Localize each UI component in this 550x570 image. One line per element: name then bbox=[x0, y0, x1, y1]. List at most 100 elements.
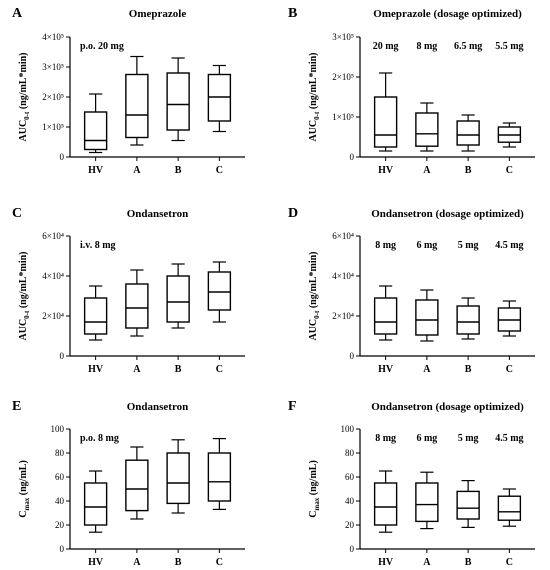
x-category-label: C bbox=[216, 364, 223, 375]
box-b bbox=[166, 57, 190, 142]
box-iqr bbox=[373, 297, 398, 335]
panel-label: C bbox=[12, 206, 22, 221]
panel-e: E Ondansetron 0 20 40 60 80 100 Cmax (ng/mL) p.o.… bbox=[12, 399, 245, 568]
box-hv bbox=[373, 72, 398, 152]
y-tick-label: 0 bbox=[60, 544, 65, 554]
y-tick-label: 1×10⁵ bbox=[42, 122, 64, 132]
box-hv bbox=[83, 470, 108, 533]
y-tick-label: 6×10⁴ bbox=[332, 231, 354, 241]
box-iqr bbox=[456, 305, 480, 335]
y-tick-label: 2×10⁵ bbox=[332, 72, 354, 82]
y-tick-label: 100 bbox=[51, 424, 65, 434]
y-axis-label: Cmax (ng/mL) bbox=[18, 460, 31, 518]
y-tick-label: 3×10⁵ bbox=[42, 62, 64, 72]
box-iqr bbox=[456, 120, 480, 146]
dose-label: 8 mg bbox=[375, 433, 396, 444]
box-a bbox=[415, 102, 439, 152]
x-category-label: HV bbox=[378, 557, 394, 568]
x-category-label: B bbox=[175, 364, 182, 375]
box-iqr bbox=[207, 452, 232, 502]
x-category-label: HV bbox=[88, 557, 104, 568]
box-a bbox=[415, 471, 439, 530]
panel-label: E bbox=[12, 399, 21, 414]
y-axis-label: AUC0-t (ng/mL*min) bbox=[308, 251, 321, 340]
box-iqr bbox=[373, 96, 398, 148]
box-iqr bbox=[125, 459, 149, 512]
panel-c: C Ondansetron 0 2×10⁴ 4×10⁴ 6×10⁴ AUC0-t (ng/m… bbox=[12, 206, 245, 375]
chart-title: Omeprazole bbox=[129, 8, 187, 20]
x-category-label: B bbox=[465, 557, 472, 568]
dose-label: 5.5 mg bbox=[495, 41, 523, 52]
y-tick-label: 0 bbox=[350, 544, 355, 554]
box-iqr bbox=[125, 283, 149, 329]
box-iqr bbox=[83, 297, 108, 335]
y-tick-label: 100 bbox=[341, 424, 355, 434]
box-iqr bbox=[207, 271, 232, 311]
panel-label: F bbox=[288, 399, 297, 414]
dose-annotation: p.o. 20 mg bbox=[80, 41, 124, 52]
x-category-label: HV bbox=[378, 364, 394, 375]
box-iqr bbox=[166, 275, 190, 323]
dose-label: 20 mg bbox=[373, 41, 399, 52]
y-tick-label: 4×10⁴ bbox=[332, 271, 354, 281]
x-category-label: HV bbox=[88, 165, 104, 176]
box-b bbox=[456, 480, 480, 529]
box-iqr bbox=[497, 495, 522, 521]
y-tick-label: 20 bbox=[345, 520, 355, 530]
box-b bbox=[456, 114, 480, 152]
box-iqr bbox=[415, 299, 439, 336]
box-iqr bbox=[166, 452, 190, 505]
y-tick-label: 60 bbox=[55, 472, 65, 482]
chart-title: Ondansetron bbox=[127, 208, 189, 220]
x-category-label: A bbox=[423, 557, 431, 568]
x-category-label: A bbox=[423, 165, 431, 176]
y-tick-label: 80 bbox=[55, 448, 65, 458]
y-tick-label: 4×10⁴ bbox=[42, 271, 64, 281]
y-axis-label: Cmax (ng/mL) bbox=[308, 460, 321, 518]
dose-label: 4.5 mg bbox=[495, 433, 523, 444]
y-tick-label: 60 bbox=[345, 472, 355, 482]
box-c bbox=[207, 438, 232, 510]
y-tick-label: 2×10⁴ bbox=[42, 311, 64, 321]
panel-f: F Ondansetron (dosage optimized) 0 20 40 60 80… bbox=[288, 399, 535, 568]
box-hv bbox=[83, 93, 108, 154]
box-hv bbox=[83, 285, 108, 341]
box-c bbox=[497, 122, 522, 148]
box-iqr bbox=[207, 73, 232, 122]
box-a bbox=[415, 289, 439, 342]
x-category-label: HV bbox=[378, 165, 394, 176]
box-iqr bbox=[166, 72, 190, 131]
x-category-label: C bbox=[216, 557, 223, 568]
y-tick-label: 1×10⁵ bbox=[332, 112, 354, 122]
box-iqr bbox=[415, 112, 439, 147]
dose-label: 5 mg bbox=[458, 433, 479, 444]
box-iqr bbox=[373, 482, 398, 526]
y-tick-label: 20 bbox=[55, 520, 65, 530]
dose-label: 6 mg bbox=[416, 240, 437, 251]
y-axis-label: AUC0-t (ng/mL*min) bbox=[308, 52, 321, 141]
box-hv bbox=[373, 470, 398, 533]
box-b bbox=[456, 297, 480, 340]
x-category-label: B bbox=[465, 165, 472, 176]
y-tick-label: 40 bbox=[55, 496, 65, 506]
x-category-label: B bbox=[175, 165, 182, 176]
y-axis-label: AUC0-t (ng/mL*min) bbox=[18, 52, 31, 141]
box-iqr bbox=[415, 482, 439, 523]
dose-annotation: i.v. 8 mg bbox=[80, 240, 116, 251]
dose-label: 6 mg bbox=[416, 433, 437, 444]
x-category-label: B bbox=[175, 557, 182, 568]
panel-label: D bbox=[288, 206, 298, 221]
x-category-label: C bbox=[506, 557, 513, 568]
chart-title: Omeprazole (dosage optimized) bbox=[373, 8, 522, 20]
x-category-label: B bbox=[465, 364, 472, 375]
x-category-label: A bbox=[423, 364, 431, 375]
dose-label: 6.5 mg bbox=[454, 41, 482, 52]
x-category-label: HV bbox=[88, 364, 104, 375]
panel-d: D Ondansetron (dosage optimized) 0 2×10⁴ 4×1… bbox=[288, 206, 535, 375]
y-tick-label: 4×10⁵ bbox=[42, 32, 64, 42]
y-tick-label: 0 bbox=[60, 351, 65, 361]
y-tick-label: 6×10⁴ bbox=[42, 231, 64, 241]
box-hv bbox=[373, 285, 398, 341]
x-category-label: C bbox=[506, 165, 513, 176]
